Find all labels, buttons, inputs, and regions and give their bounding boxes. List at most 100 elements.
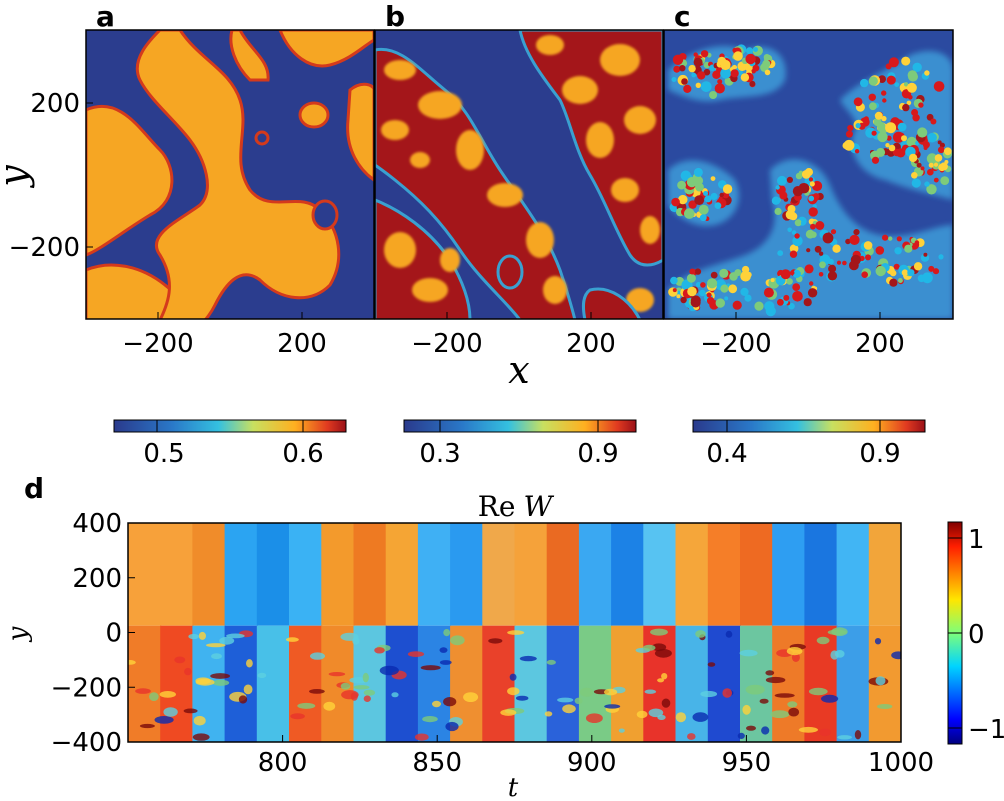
panel-d-spot [488,638,503,644]
panel-c-speckle [842,260,847,266]
panel-c-speckle [902,103,910,112]
colorbar-a: 0.5 0.6 [113,419,347,469]
panel-d-spot [238,695,248,704]
panel-d-spot [831,627,848,637]
panel-c-speckle [850,254,862,265]
panel-d-spot [544,711,553,717]
cb-c-label-2: 0.9 [859,439,900,469]
panel-c-speckle [809,181,815,187]
panel-d-spot [661,673,668,680]
panel-c-speckle [885,63,892,70]
panel-c-speckle [794,219,802,227]
panel-d-spot [692,712,709,722]
panel-c-speckle [932,268,940,275]
panel-b: b −200 200 x [374,0,664,392]
panel-c-speckle [868,93,876,102]
panel-d-spot [443,629,451,637]
panel-d-bottom-band [514,625,548,742]
panel-d-bottom-band [128,625,162,742]
panel-c-speckle [853,229,860,236]
panel-c-speckle [812,193,820,200]
panel-c-speckle [893,263,900,270]
panel-c-speckle [916,162,922,168]
panel-d-spot [445,721,459,732]
panel-d-spot [198,631,206,640]
panel-c-speckle [698,204,709,215]
panel-d-spot [604,688,618,696]
panel-c-speckle [753,47,758,52]
panel-c-speckle [699,289,706,297]
cb-a-label-2: 0.6 [282,439,323,469]
panel-d-spot [657,678,665,683]
panel-c-speckle [680,170,691,181]
panel-c-speckle [775,185,780,190]
panel-d-spot [650,628,668,636]
panel-c-speckle [804,264,814,274]
panel-d-spot [604,704,621,709]
panel-c-speckle [911,109,919,116]
panel-d-spot [519,655,537,662]
panel-c-speckle [853,97,863,107]
panel-c-speckle [896,236,902,242]
colorbar-c: 0.4 0.9 [692,419,926,469]
panel-a: a 200 −200 −200 200 y [0,0,375,359]
panel-d-bottom-band [256,625,290,742]
panel-c-speckle [728,284,738,294]
panel-c-speckle [906,136,917,148]
panel-c-speckle [933,162,939,167]
panel-d-spots [128,627,901,741]
panel-c-speckle [875,246,885,255]
panel-d-spot [808,687,828,696]
panel-c-speckle [803,298,812,307]
panel-d-spot [642,644,656,651]
panel-c-speckle [903,82,909,87]
panel-c-speckle [792,269,801,278]
panel-d-title-re: Re [478,490,516,523]
panel-d-spot [557,697,574,703]
panel-c-speckle [893,131,904,143]
panel-d-spot [657,714,666,721]
panel-c-speckle [794,233,800,239]
panel-d-top-band [804,523,838,626]
panel-d-spot [323,701,336,711]
panel-c-speckle [695,281,702,288]
panel-d-spot [695,630,706,638]
panel-d-bottom-bands [128,625,901,742]
panel-d-spot [290,713,305,720]
panel-c-speckle [914,240,920,245]
panel-d-y-ticklabel: 0 [105,619,122,649]
panel-c-speckle [889,278,898,287]
panel-c-speckle [901,269,909,276]
panel-c-speckle [777,298,784,306]
panel-d-spot [770,710,790,719]
panel-d-spot [500,709,517,716]
panel-d-spot [363,689,376,696]
panel-d-spot [128,660,136,665]
panel-d-spot [725,630,733,638]
panel-d-spot [745,684,765,695]
panel-d-top-band [546,523,580,626]
panel-d-spot [391,692,399,698]
panel-c-speckle [897,278,903,283]
panel-c: c −200 200 [663,0,954,359]
panel-b-heatmap [375,30,663,319]
panel-c-speckle [740,270,751,282]
panel-c-speckle [924,181,930,187]
panel-d-spot [816,636,830,645]
panel-d-top-band [224,523,258,626]
panel-d-spot [243,684,253,695]
panel-d-spot [420,665,441,671]
panel-c-speckle [863,116,869,122]
panel-c-speckle [710,271,718,279]
panel-c-speckle [912,62,922,72]
panel-c-speckle [712,70,721,80]
panel-c-speckle [715,298,725,308]
panel-d-x-ticklabel: 900 [567,748,617,778]
panel-c-speckle [828,264,837,273]
panel-d-spot [819,728,831,737]
panel-d-bottom-band [740,625,774,742]
panel-c-speckle [671,197,680,207]
panel-c-speckle [745,53,756,65]
panel-d-spot [340,632,359,641]
panel-c-speckle [752,64,760,72]
